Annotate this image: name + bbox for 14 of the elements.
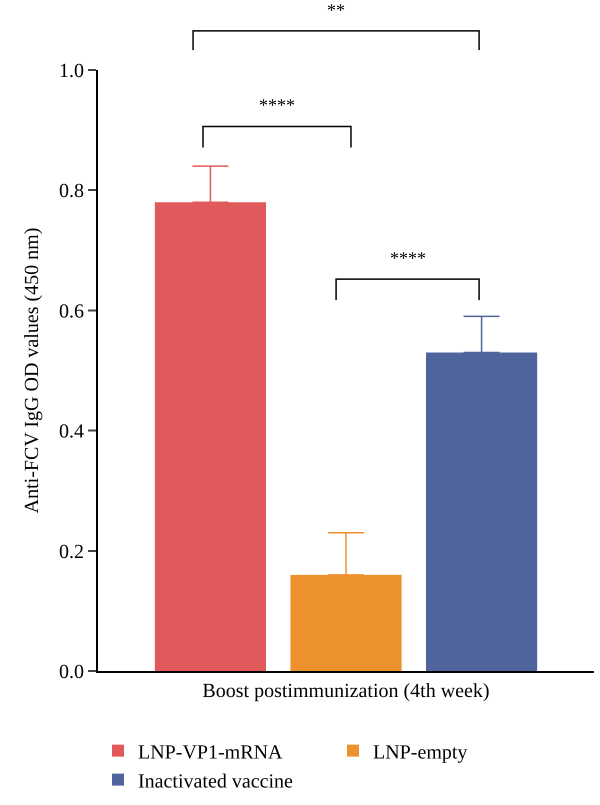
legend-label: LNP-empty: [373, 741, 468, 764]
y-axis-title: Anti-FCV IgG OD values (450 nm): [21, 228, 43, 514]
y-tick-label: 0.0: [59, 661, 84, 683]
annotation: ****: [259, 95, 295, 115]
legend-label: Inactivated vaccine: [138, 770, 294, 792]
legend-label: LNP-VP1-mRNA: [138, 741, 284, 764]
y-tick-label: 0.2: [59, 540, 84, 563]
y-tick-label: 0.4: [59, 420, 84, 443]
annotation: ****: [390, 248, 426, 268]
y-tick-label: 1.0: [59, 60, 84, 82]
y-tick-label: 0.6: [59, 300, 84, 322]
text: **: [327, 0, 345, 20]
x-tick-label: Boost postimmunization (4th week): [202, 680, 490, 702]
y-tick-label: 0.8: [59, 180, 84, 202]
